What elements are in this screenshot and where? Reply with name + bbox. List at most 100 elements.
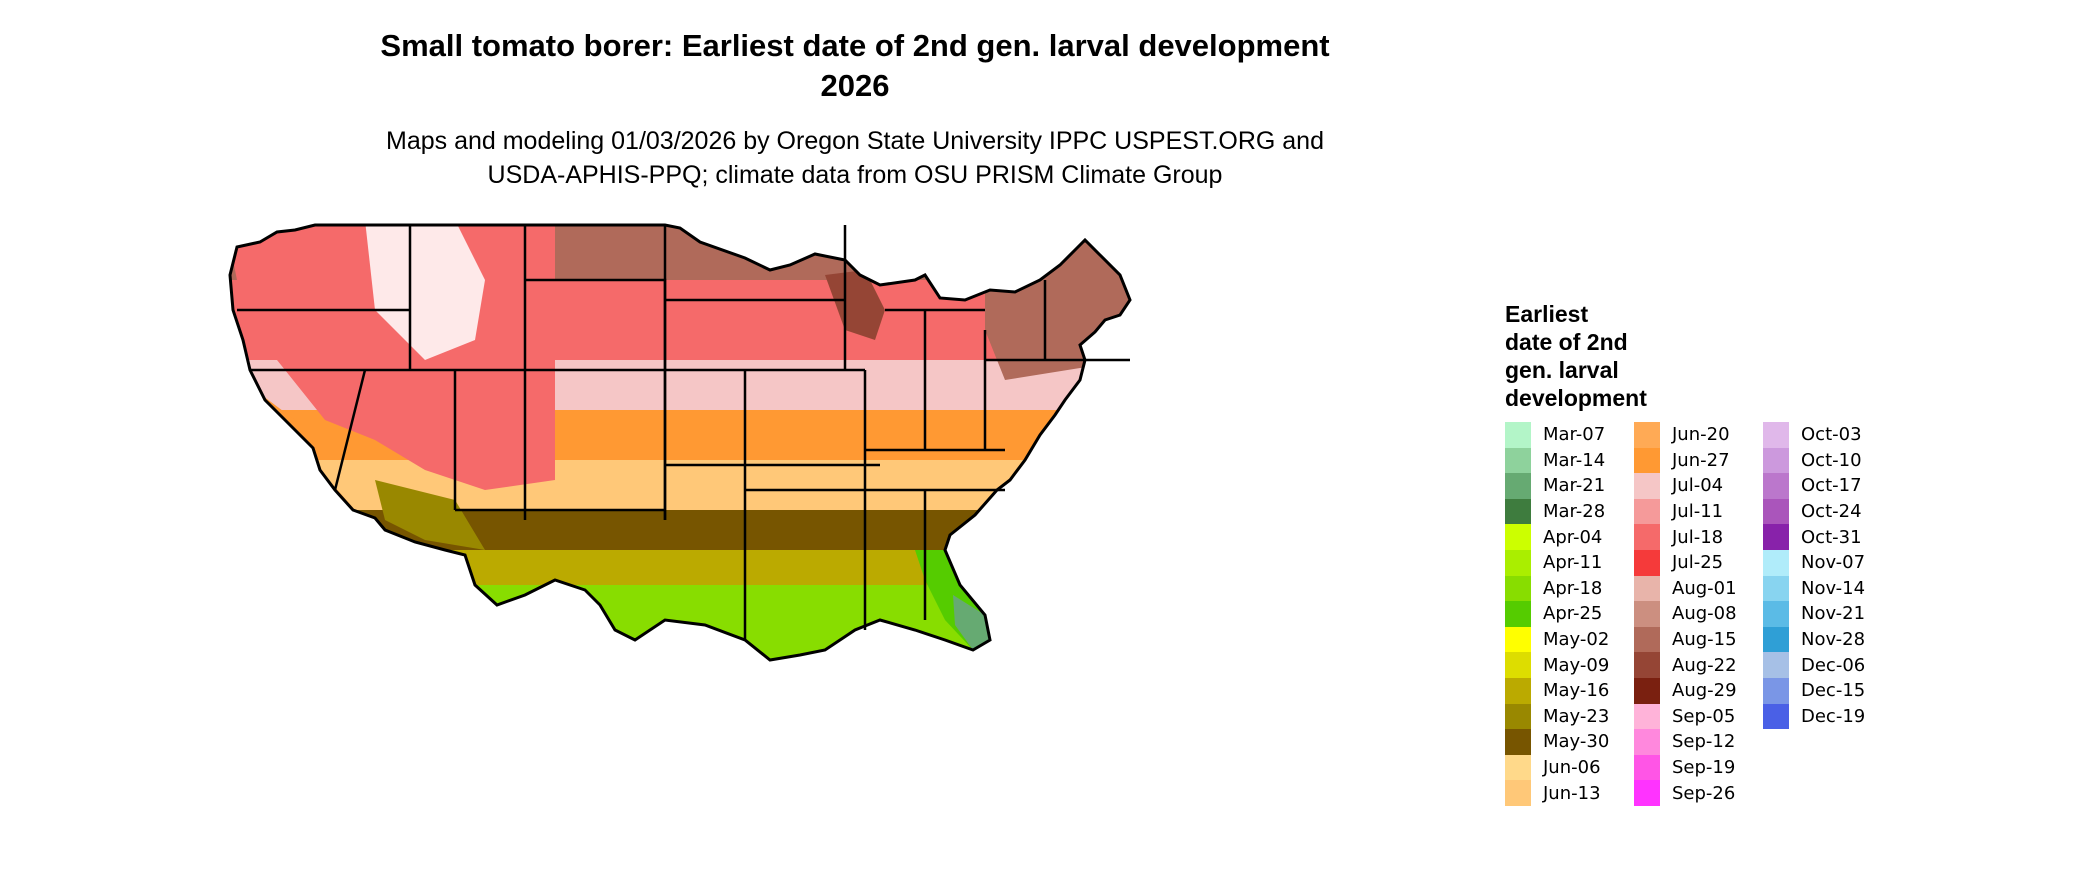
legend-swatch (1505, 473, 1531, 499)
legend-item: Sep-26 (1634, 780, 1737, 806)
legend-swatch (1763, 626, 1789, 653)
legend-label: Aug-08 (1672, 603, 1737, 625)
legend-label: Apr-11 (1543, 552, 1603, 574)
legend-item: Apr-18 (1505, 575, 1609, 602)
legend-swatch (1505, 422, 1531, 448)
legend-columns: Mar-07 Mar-14 Mar-21 Mar-28 Apr-04 Apr-11 Apr-… (1505, 422, 1925, 852)
legend-item: Apr-25 (1505, 601, 1609, 627)
legend-label: Jun-13 (1543, 782, 1601, 804)
legend-swatch (1634, 575, 1660, 602)
legend-label: Aug-29 (1672, 680, 1737, 702)
legend-label: Sep-12 (1672, 731, 1736, 753)
legend-swatch (1634, 447, 1660, 474)
legend-swatch (1505, 729, 1531, 755)
legend-swatch (1634, 677, 1660, 704)
legend-item: May-02 (1505, 626, 1610, 653)
map-subtitle-line-2: USDA-APHIS-PPQ; climate data from OSU PR… (487, 161, 1223, 189)
map-region-rockies-snow (365, 225, 485, 360)
legend-item: Oct-31 (1763, 524, 1865, 550)
legend-item: May-16 (1505, 677, 1609, 704)
legend-item: Dec-06 (1763, 652, 1865, 678)
legend-label: Aug-22 (1672, 654, 1737, 676)
map-color-bands (230, 225, 1130, 660)
legend-label: Jul-04 (1672, 475, 1724, 497)
legend-label: Nov-21 (1801, 603, 1866, 625)
legend-swatch (1634, 703, 1660, 730)
legend-swatch (1505, 703, 1531, 730)
legend-swatch (1634, 626, 1660, 653)
legend-label: Aug-15 (1672, 629, 1737, 651)
legend-label: Nov-14 (1801, 577, 1866, 599)
legend-swatch (1505, 780, 1531, 806)
legend-label: Apr-18 (1543, 577, 1603, 599)
legend-label: Nov-07 (1801, 552, 1866, 574)
legend-label: Dec-19 (1801, 705, 1866, 727)
legend-label: Mar-14 (1543, 449, 1606, 471)
legend-swatch (1763, 447, 1789, 474)
legend-item: Aug-01 (1634, 575, 1737, 602)
legend-swatch (1763, 524, 1789, 550)
legend-item: Jul-25 (1634, 549, 1737, 576)
legend-swatch (1505, 601, 1531, 627)
legend-item: Dec-19 (1763, 703, 1866, 730)
legend-label: Jul-25 (1672, 552, 1724, 574)
legend-label: Dec-06 (1801, 654, 1866, 676)
legend-swatch (1634, 549, 1660, 576)
legend-item: Jul-18 (1634, 524, 1737, 550)
legend-item: Oct-24 (1763, 498, 1865, 525)
state-boundaries (237, 225, 1130, 640)
map-subtitle: Maps and modeling 01/03/2026 by Oregon S… (290, 124, 1420, 192)
legend-item: Nov-14 (1763, 575, 1866, 602)
legend-label: Nov-28 (1801, 629, 1866, 651)
legend-item: May-30 (1505, 729, 1609, 755)
legend-item: Jul-04 (1634, 473, 1737, 499)
legend-label: Oct-31 (1801, 526, 1862, 548)
legend-swatch (1505, 575, 1531, 602)
legend-item: Mar-14 (1505, 447, 1609, 474)
legend-label: May-02 (1543, 629, 1610, 651)
legend-column-2: Jun-20 Jun-27 Jul-04 Jul-11 Jul-18 Jul-25 Aug-… (1634, 422, 1737, 806)
legend-item: Jun-06 (1505, 754, 1609, 781)
legend-label: May-30 (1543, 731, 1610, 753)
map-band-gulf-coast (230, 585, 1130, 660)
map-region-south-florida (953, 595, 990, 650)
legend-swatch (1634, 498, 1660, 525)
legend-item: Jun-13 (1505, 780, 1609, 806)
legend-swatch (1763, 677, 1789, 704)
legend-swatch (1505, 447, 1531, 474)
legend-swatch (1505, 524, 1531, 550)
map-subtitle-line-1: Maps and modeling 01/03/2026 by Oregon S… (386, 127, 1324, 155)
legend-item: Mar-21 (1505, 473, 1609, 499)
legend-swatch (1634, 473, 1660, 499)
legend-swatch (1634, 601, 1660, 627)
legend-label: Oct-24 (1801, 501, 1862, 523)
map-region-great-lakes (825, 270, 885, 340)
legend-item: Sep-05 (1634, 703, 1737, 730)
legend-label: Jun-20 (1672, 424, 1730, 446)
legend-title: Earliest date of 2nd gen. larval develop… (1505, 301, 1647, 411)
legend-item: Oct-10 (1763, 447, 1865, 474)
legend-label: Apr-04 (1543, 526, 1603, 548)
legend-label: May-23 (1543, 705, 1610, 727)
legend-label: Sep-26 (1672, 782, 1736, 804)
legend-label: Dec-15 (1801, 680, 1866, 702)
legend-item: Dec-15 (1763, 677, 1866, 704)
legend-label: Oct-10 (1801, 449, 1862, 471)
map-title-line-1: Small tomato borer: Earliest date of 2nd… (380, 28, 1330, 63)
legend-label: Jun-06 (1543, 757, 1601, 779)
legend-label: Sep-19 (1672, 757, 1736, 779)
legend-swatch (1763, 703, 1789, 730)
legend: Earliest date of 2nd gen. larval develop… (1505, 300, 1925, 852)
legend-swatch (1505, 677, 1531, 704)
legend-label: Aug-01 (1672, 577, 1737, 599)
legend-swatch (1763, 601, 1789, 627)
legend-item: Sep-19 (1634, 754, 1737, 781)
legend-swatch (1505, 498, 1531, 525)
legend-item: Aug-29 (1634, 677, 1737, 704)
legend-item: Nov-21 (1763, 601, 1865, 627)
legend-label: Mar-07 (1543, 424, 1606, 446)
legend-swatch (1634, 780, 1660, 806)
legend-label: Jul-11 (1672, 501, 1724, 523)
legend-item: Aug-08 (1634, 601, 1737, 627)
legend-item: Nov-07 (1763, 549, 1866, 576)
